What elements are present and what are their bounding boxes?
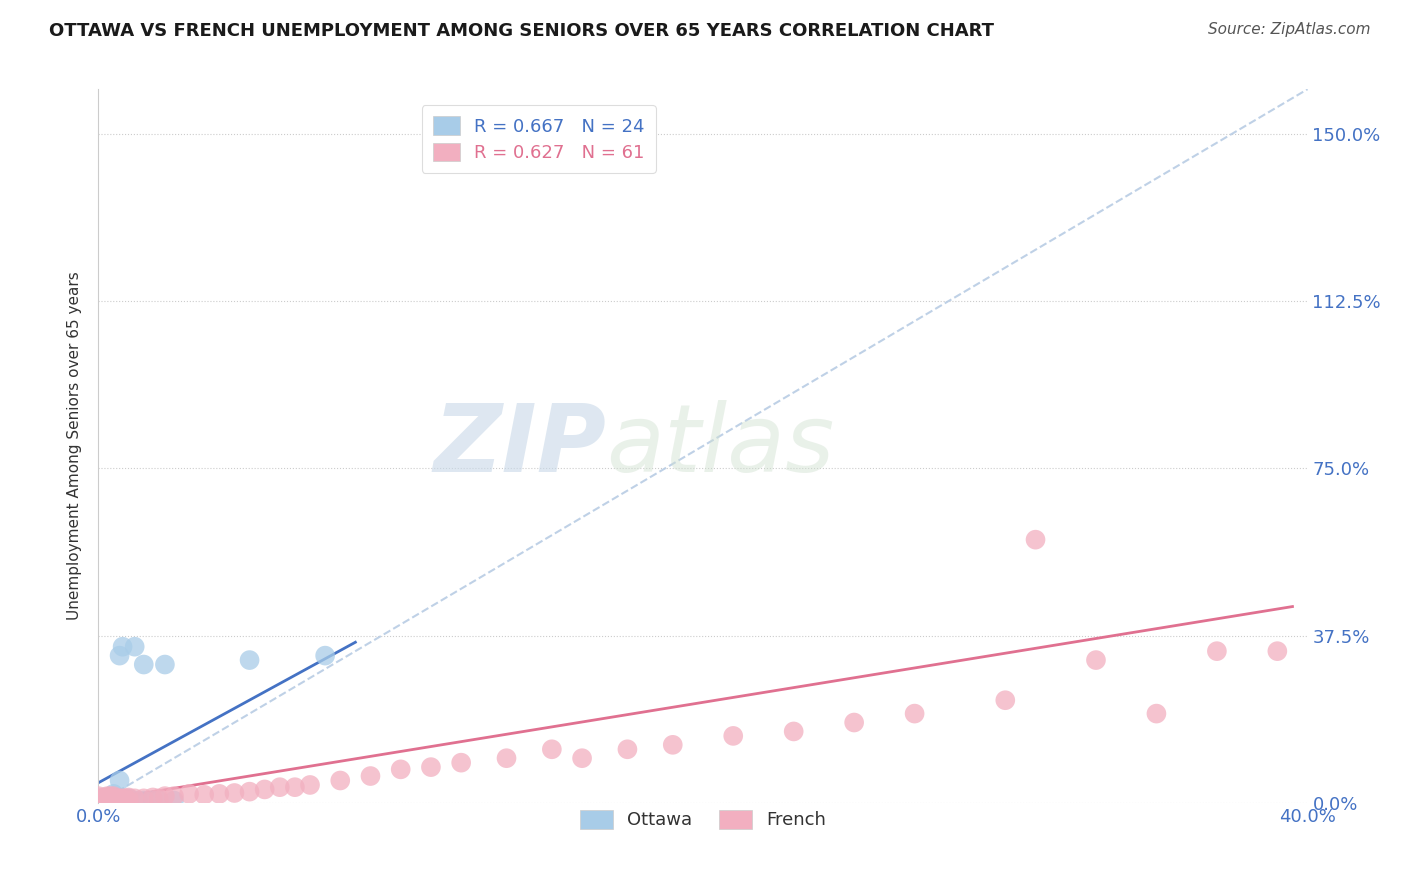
Point bbox=[93, 790, 115, 805]
Point bbox=[193, 788, 215, 802]
Legend: Ottawa, French: Ottawa, French bbox=[572, 803, 834, 837]
Point bbox=[90, 795, 112, 809]
Point bbox=[723, 729, 745, 743]
Point bbox=[153, 657, 176, 672]
Point bbox=[105, 794, 128, 808]
Point bbox=[118, 794, 141, 808]
Point bbox=[540, 742, 562, 756]
Point bbox=[132, 791, 155, 805]
Point bbox=[108, 791, 131, 805]
Point bbox=[1085, 653, 1108, 667]
Point bbox=[127, 794, 149, 808]
Point bbox=[148, 794, 170, 808]
Point bbox=[118, 791, 141, 805]
Point bbox=[360, 769, 382, 783]
Text: Source: ZipAtlas.com: Source: ZipAtlas.com bbox=[1208, 22, 1371, 37]
Point bbox=[389, 762, 412, 776]
Point bbox=[571, 751, 593, 765]
Point bbox=[93, 794, 115, 808]
Point bbox=[100, 792, 122, 806]
Point bbox=[100, 789, 122, 804]
Point bbox=[118, 794, 141, 808]
Point bbox=[208, 787, 231, 801]
Point bbox=[103, 795, 125, 809]
Point bbox=[153, 789, 176, 804]
Point bbox=[994, 693, 1017, 707]
Point bbox=[783, 724, 806, 739]
Point bbox=[284, 780, 307, 795]
Text: ZIP: ZIP bbox=[433, 400, 606, 492]
Point bbox=[93, 790, 115, 805]
Point bbox=[93, 793, 115, 807]
Point bbox=[224, 786, 246, 800]
Point bbox=[93, 795, 115, 809]
Point bbox=[269, 780, 291, 795]
Y-axis label: Unemployment Among Seniors over 65 years: Unemployment Among Seniors over 65 years bbox=[67, 272, 83, 620]
Point bbox=[1024, 533, 1046, 547]
Point bbox=[96, 789, 118, 804]
Point bbox=[87, 791, 110, 805]
Point bbox=[1206, 644, 1229, 658]
Point bbox=[179, 787, 201, 801]
Point bbox=[103, 792, 125, 806]
Point bbox=[111, 791, 134, 805]
Point bbox=[100, 795, 122, 809]
Point bbox=[142, 790, 165, 805]
Point bbox=[239, 785, 262, 799]
Point bbox=[124, 791, 146, 805]
Point bbox=[118, 790, 141, 805]
Point bbox=[111, 794, 134, 808]
Point bbox=[96, 792, 118, 806]
Point bbox=[87, 789, 110, 804]
Point bbox=[124, 640, 146, 654]
Point bbox=[108, 648, 131, 663]
Point bbox=[87, 791, 110, 805]
Point bbox=[844, 715, 866, 730]
Point bbox=[239, 653, 262, 667]
Point bbox=[132, 657, 155, 672]
Point bbox=[495, 751, 517, 765]
Point bbox=[148, 791, 170, 805]
Point bbox=[314, 648, 336, 663]
Point bbox=[103, 789, 125, 804]
Point bbox=[132, 794, 155, 808]
Point bbox=[103, 794, 125, 808]
Point bbox=[904, 706, 927, 721]
Point bbox=[105, 791, 128, 805]
Point bbox=[420, 760, 443, 774]
Point bbox=[450, 756, 472, 770]
Point bbox=[299, 778, 322, 792]
Point bbox=[1144, 706, 1167, 721]
Point bbox=[96, 795, 118, 809]
Point bbox=[111, 640, 134, 654]
Point bbox=[90, 793, 112, 807]
Point bbox=[163, 789, 186, 804]
Point bbox=[253, 782, 276, 797]
Point bbox=[96, 791, 118, 805]
Text: OTTAWA VS FRENCH UNEMPLOYMENT AMONG SENIORS OVER 65 YEARS CORRELATION CHART: OTTAWA VS FRENCH UNEMPLOYMENT AMONG SENI… bbox=[49, 22, 994, 40]
Point bbox=[142, 794, 165, 808]
Point bbox=[163, 794, 186, 808]
Point bbox=[114, 791, 136, 805]
Point bbox=[103, 787, 125, 801]
Point bbox=[87, 794, 110, 808]
Point bbox=[1267, 644, 1289, 658]
Point bbox=[87, 793, 110, 807]
Point bbox=[87, 795, 110, 809]
Point bbox=[108, 794, 131, 808]
Point bbox=[329, 773, 352, 788]
Point bbox=[96, 794, 118, 808]
Point bbox=[108, 773, 131, 788]
Point bbox=[661, 738, 683, 752]
Text: atlas: atlas bbox=[606, 401, 835, 491]
Point bbox=[616, 742, 638, 756]
